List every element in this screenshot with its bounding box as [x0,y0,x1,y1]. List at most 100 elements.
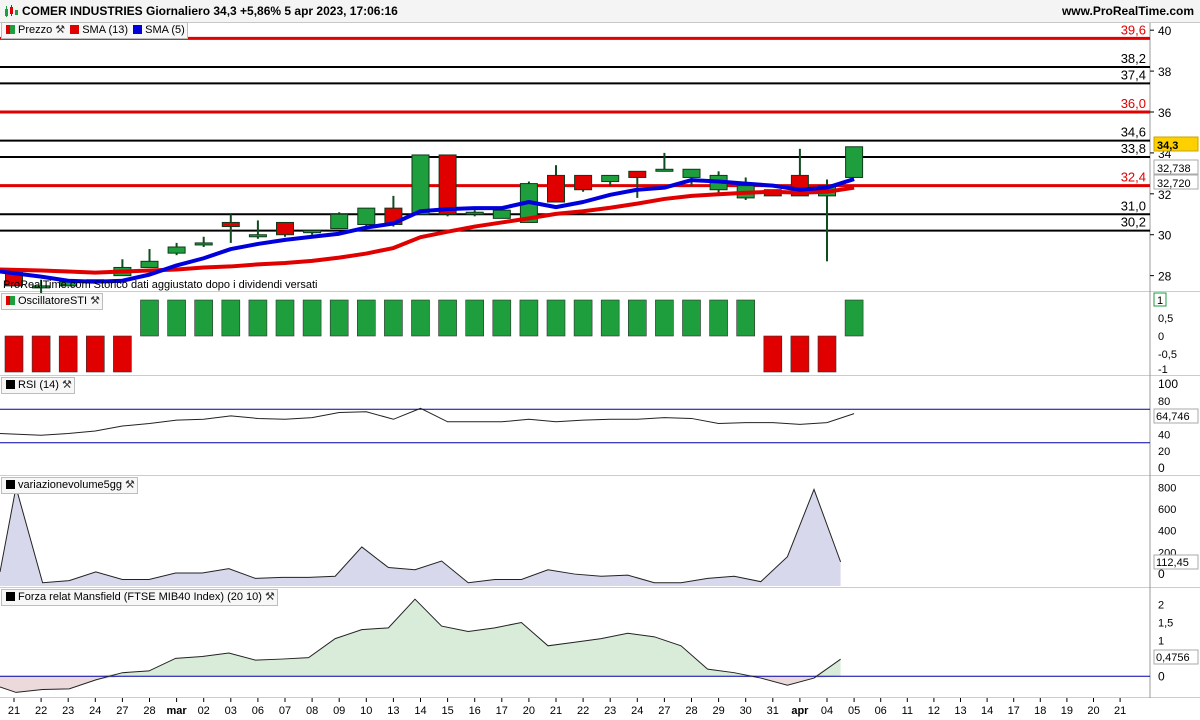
mansfield-legend-label[interactable]: Forza relat Mansfield (FTSE MIB40 Index)… [18,591,262,603]
sma13-swatch-icon [70,25,80,34]
price-badge [1153,136,1199,152]
sti-bar [4,335,24,373]
volume-legend: variazionevolume5gg ⚒ [1,477,138,494]
x-tick-label: 21 [550,705,562,717]
sti-legend-label[interactable]: OscillatoreSTI [18,295,88,307]
x-tick-label: 22 [35,705,47,717]
sti-swatch-icon [6,296,15,305]
x-tick-label: 23 [62,705,74,717]
sti-bar [31,335,51,373]
candle-body [465,211,484,215]
level-label: 33,8 [1121,141,1146,156]
sti-bar [384,299,403,337]
sti-bar [465,299,485,337]
x-tick-label: 27 [658,705,670,717]
rsi-tick-label: 20 [1158,446,1170,458]
rsi-legend-label[interactable]: RSI (14) [18,379,59,391]
x-tick-label: 20 [523,705,535,717]
x-tick-label: 23 [604,705,616,717]
sti-bar [221,299,241,337]
sma5-line [0,177,855,284]
sti-bar [600,299,620,337]
mansfield-swatch-icon [6,592,15,601]
mansfield-tick-label: 1 [1158,635,1164,647]
level-label: 36,0 [1121,96,1146,111]
sti-bar [167,299,186,337]
price-legend-label[interactable]: Prezzo [18,24,53,36]
sti-tick-label: -1 [1158,364,1168,376]
x-tick-label: 11 [902,705,913,717]
x-tick-label: 08 [306,705,318,717]
x-tick-label: 14 [414,705,426,717]
x-tick-label: 04 [821,705,833,717]
price-badge-label: 32,738 [1157,163,1191,175]
x-tick-label: 18 [1034,705,1046,717]
sti-bar [573,299,593,337]
rsi-badge-label: 64,746 [1156,411,1190,423]
x-tick-label: 07 [279,705,291,717]
sti-bar [682,299,701,337]
x-tick-label: 09 [333,705,345,717]
x-tick-label: 24 [89,705,101,717]
x-tick-label: 19 [1061,705,1073,717]
x-tick-label: 27 [116,705,128,717]
wrench-icon[interactable]: ⚒ [55,24,66,36]
volume-legend-label[interactable]: variazionevolume5gg [18,479,122,491]
mansfield-negative-area [0,676,841,693]
volume-panel-bg [0,476,1200,588]
candle-body [221,221,240,228]
sti-bar [736,299,756,337]
rsi-line [0,407,855,436]
sti-bar [519,299,539,337]
sma5-legend-label[interactable]: SMA (5) [145,24,185,36]
level-label: 32,4 [1121,170,1146,185]
wrench-icon[interactable]: ⚒ [124,479,135,491]
wrench-icon[interactable]: ⚒ [264,591,275,603]
rsi-panel-bg [0,376,1200,476]
level-label: 39,6 [1121,22,1146,37]
price-swatch-icon [6,25,15,34]
x-tick-label: 06 [875,705,887,717]
candle-body [492,209,511,219]
candle-body [655,168,674,172]
data-note: ProRealTime.com Storico dati aggiustato … [3,279,318,291]
sti-bar [790,335,810,373]
x-tick-label: 17 [496,705,508,717]
x-tick-label: 12 [928,705,940,717]
x-tick-label: 13 [954,705,966,717]
price-badge-label: 34,3 [1157,140,1178,152]
sti-bar [248,299,268,337]
x-tick-label: mar [167,705,188,717]
candle-body [248,234,267,238]
x-tick-label: 21 [8,705,20,717]
x-tick-label: 13 [387,705,399,717]
mansfield-tick-label: 2 [1158,600,1164,612]
level-label: 31,0 [1121,198,1146,213]
candle-body [194,242,213,246]
wrench-icon[interactable]: ⚒ [90,295,100,307]
rsi-tick-label: 80 [1158,396,1170,408]
sma5-swatch-icon [133,25,143,34]
sma13-legend-label[interactable]: SMA (13) [82,24,129,36]
sti-badge [1153,292,1167,307]
sti-badge-label: 1 [1157,295,1163,307]
rsi-badge [1153,408,1199,424]
sti-bar [113,335,132,373]
price-badge [1153,159,1199,175]
candle-body [601,174,620,183]
site-link[interactable]: www.ProRealTime.com [1061,4,1194,18]
level-label: 30,2 [1121,215,1146,230]
candle-body [628,170,647,178]
sti-bar [275,299,295,337]
price-badge-label: 32,720 [1157,178,1191,190]
sti-bar [844,299,864,337]
candle-body [140,260,159,268]
level-label: 37,4 [1121,67,1146,82]
wrench-icon[interactable]: ⚒ [61,379,72,391]
sti-legend: OscillatoreSTI ⚒ [1,293,103,310]
x-tick-label: 21 [1114,705,1126,717]
candle-body [682,168,701,178]
rsi-tick-label: 0 [1158,461,1165,475]
